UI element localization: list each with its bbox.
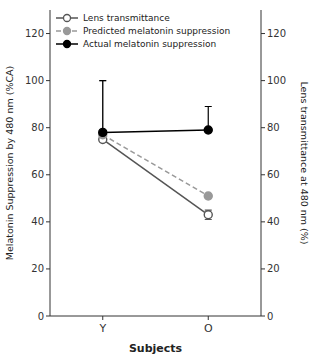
x-tick-label: Y [98, 322, 106, 335]
y-axis-line [50, 10, 51, 316]
y-tick-label: 60 [31, 169, 44, 180]
error-bar-high [99, 81, 106, 133]
plot-area [99, 81, 213, 220]
y2-tick [261, 127, 265, 128]
y-tick [46, 80, 50, 81]
y-tick-label: 20 [31, 263, 44, 274]
y-tick [46, 33, 50, 34]
y-tick-label: 120 [25, 28, 44, 39]
marker [204, 192, 212, 200]
y-tick-label: 40 [31, 216, 44, 227]
y2-tick [261, 221, 265, 222]
x-axis-line [50, 316, 261, 317]
axes: 0 20 40 60 80 100 120 0 20 40 60 80 100 120 Y O [25, 10, 286, 335]
y-tick-label: 80 [31, 122, 44, 133]
error-bar-high [99, 81, 106, 135]
y-tick-label: 0 [38, 311, 44, 322]
x-tick-label: O [204, 322, 213, 335]
y-tick [46, 316, 50, 317]
legend-label: Predicted melatonin suppression [83, 26, 230, 36]
y-tick [46, 174, 50, 175]
legend: Lens transmittance Predicted melatonin su… [56, 13, 230, 49]
legend-item: Actual melatonin suppression [56, 39, 216, 49]
legend-marker [64, 15, 71, 22]
series [99, 81, 213, 137]
y-tick [46, 268, 50, 269]
y2-tick-label: 0 [267, 311, 273, 322]
y-tick [46, 221, 50, 222]
y2-tick [261, 33, 265, 34]
series [99, 81, 213, 200]
legend-item: Predicted melatonin suppression [56, 26, 230, 36]
y2-tick [261, 316, 265, 317]
series [99, 135, 213, 219]
chart: 0 20 40 60 80 100 120 0 20 40 60 80 100 120 Y O Subjects… [0, 0, 311, 360]
series-line [103, 139, 209, 214]
y2-tick [261, 174, 265, 175]
y2-tick [261, 268, 265, 269]
marker [204, 211, 212, 219]
series-line [103, 130, 209, 132]
legend-marker [64, 28, 71, 35]
legend-item: Lens transmittance [56, 13, 170, 23]
y2-axis-line [261, 10, 262, 316]
legend-label: Actual melatonin suppression [83, 39, 216, 49]
x-tick [102, 316, 103, 320]
y-tick-label: 100 [25, 75, 44, 86]
marker [204, 126, 212, 134]
y2-tick-label: 100 [267, 75, 286, 86]
y2-tick-label: 60 [267, 169, 280, 180]
y2-tick-label: 120 [267, 28, 286, 39]
marker [99, 128, 107, 136]
legend-marker [64, 41, 71, 48]
y2-tick-label: 40 [267, 216, 280, 227]
y2-axis-label: Lens transmittance at 480 nm (%) [299, 81, 310, 244]
y2-tick-label: 80 [267, 122, 280, 133]
x-axis-label: Subjects [129, 342, 183, 355]
y-tick [46, 127, 50, 128]
y2-tick-label: 20 [267, 263, 280, 274]
x-tick [208, 316, 209, 320]
y-axis-label: Melatonin Suppression by 480 nm (%CA) [4, 66, 15, 260]
series-line [103, 135, 209, 196]
y2-tick [261, 80, 265, 81]
legend-label: Lens transmittance [83, 13, 170, 23]
